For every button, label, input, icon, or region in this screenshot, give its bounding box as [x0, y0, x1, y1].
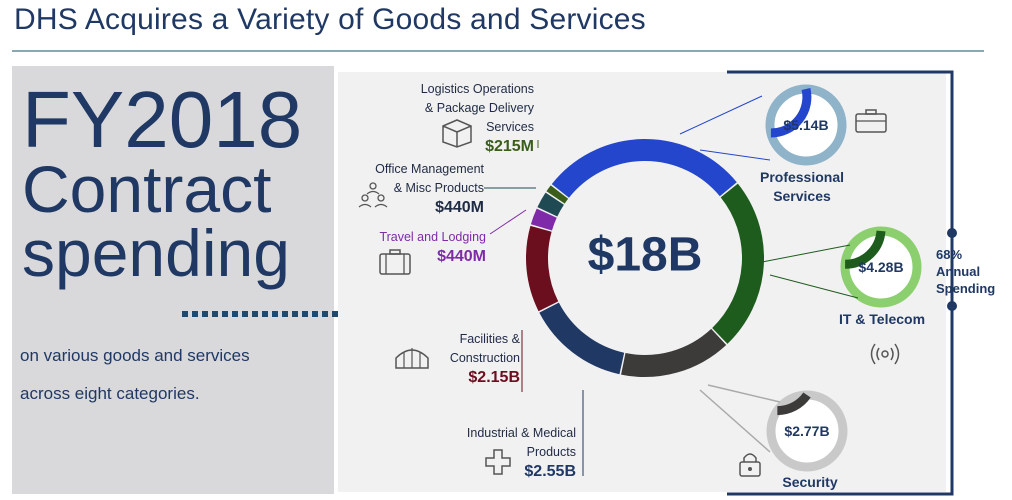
value-office: $440M	[435, 199, 484, 216]
label-logistics-line2: & Package Delivery	[424, 101, 534, 115]
value-industrial: $2.55B	[524, 463, 576, 480]
annual-spending-bracket	[727, 70, 954, 496]
donut-segment-industrial	[539, 302, 625, 375]
value-logistics: $215M	[485, 138, 534, 155]
label-industrial-line1: Industrial & Medical	[466, 426, 576, 440]
spending-heading: spending	[22, 216, 290, 290]
suitcase-icon	[379, 249, 411, 275]
mini-rings	[765, 84, 922, 472]
briefcase-icon	[855, 109, 887, 133]
label-professional-line2: Services	[773, 188, 831, 204]
ring-value-security: $2.77B	[784, 423, 830, 439]
bracket-dot-bottom	[947, 301, 957, 311]
value-travel: $440M	[437, 248, 486, 265]
value-facilities: $2.15B	[468, 369, 520, 386]
donut-segments	[526, 139, 764, 377]
annual-spending-label: 68% Annual Spending	[936, 246, 995, 297]
bracket-dot-top	[947, 228, 957, 238]
label-facilities: Facilities & Construction $2.15B	[450, 330, 520, 388]
annual-spending-pct: 68%	[936, 247, 963, 262]
label-logistics-line1: Logistics Operations	[420, 82, 534, 96]
left-panel: FY2018 Contract spending on various good…	[12, 66, 334, 494]
donut-segment-logistics	[546, 185, 569, 204]
label-security-line1: Security	[782, 474, 838, 490]
lock-icon	[739, 453, 761, 477]
building-icon	[395, 348, 429, 369]
donut-segment-security	[621, 328, 727, 377]
donut-segment-it	[711, 183, 764, 344]
label-office: Office Management & Misc Products $440M	[375, 160, 484, 218]
label-office-line1: Office Management	[375, 162, 484, 176]
label-facilities-line1: Facilities &	[459, 332, 520, 346]
title-divider	[12, 50, 984, 52]
label-office-line2: & Misc Products	[393, 181, 484, 195]
mini-ring-arc-it	[844, 230, 886, 269]
annual-spending-line1: Annual	[936, 264, 981, 279]
mini-ring-arc-security	[777, 392, 811, 416]
mini-ring-arc-professional	[770, 88, 812, 138]
label-security: Security	[748, 473, 872, 492]
label-travel: Travel and Lodging $440M	[379, 228, 486, 267]
fiscal-year-heading: FY2018	[22, 75, 303, 164]
leader-lines	[484, 95, 859, 476]
ring-value-it: $4.28B	[858, 259, 904, 275]
label-professional: Professional Services	[740, 168, 864, 206]
ring-value-professional: $5.14B	[783, 117, 829, 133]
donut-segment-facilities	[526, 225, 559, 312]
label-professional-line1: Professional	[759, 169, 845, 185]
label-industrial-line2: Products	[526, 445, 576, 459]
subtitle-line-1: on various goods and services	[20, 346, 250, 365]
annual-spending-line2: Spending	[936, 281, 996, 296]
donut-segment-travel	[530, 208, 557, 231]
page-title: DHS Acquires a Variety of Goods and Serv…	[14, 3, 646, 36]
label-travel-line1: Travel and Lodging	[379, 230, 486, 244]
people-icon	[358, 182, 388, 208]
contract-heading: Contract	[22, 152, 272, 226]
subtitle-line-2: across eight categories.	[20, 384, 200, 403]
donut-segment-office	[537, 192, 565, 217]
label-logistics: Logistics Operations & Package Delivery …	[421, 80, 534, 157]
center-total-label: $18B	[588, 229, 703, 282]
label-it-line1: IT & Telecom	[838, 311, 926, 327]
donut-segment-professional	[551, 139, 737, 198]
signal-icon	[870, 343, 900, 365]
label-it: IT & Telecom	[820, 310, 944, 329]
label-facilities-line2: Construction	[449, 351, 520, 365]
medical-cross-icon	[485, 449, 511, 475]
label-logistics-line3: Services	[486, 120, 534, 134]
box-icon	[442, 119, 472, 148]
label-industrial: Industrial & Medical Products $2.55B	[467, 424, 576, 482]
